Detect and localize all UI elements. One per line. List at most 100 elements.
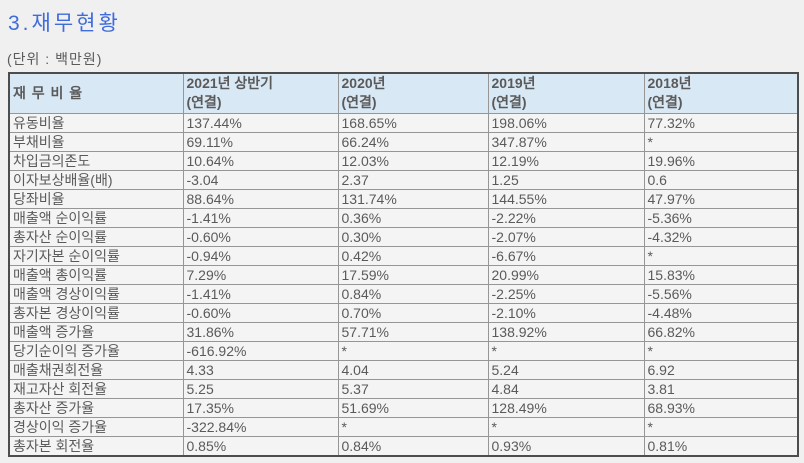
row-value: -1.41% — [182, 283, 339, 304]
row-value: -0.60% — [182, 226, 339, 247]
row-value: -0.94% — [182, 245, 339, 266]
row-value: 15.83% — [643, 264, 799, 285]
row-value: 17.59% — [337, 264, 489, 285]
table-row: 총자산 증가율 17.35% 51.69% 128.49% 68.93% — [8, 397, 799, 418]
table-row: 매출액 증가율 31.86% 57.71% 138.92% 66.82% — [8, 321, 799, 342]
row-value: 144.55% — [487, 188, 645, 209]
table-header: 재 무 비 율 2021년 상반기 (연결) 2020년 (연결) 2019년 … — [8, 72, 799, 114]
row-label: 총자본 경상이익률 — [8, 302, 184, 323]
table-body: 유동비율 137.44% 168.65% 198.06% 77.32% 부채비율 69.11… — [8, 112, 799, 456]
row-label: 총자본 회전율 — [8, 435, 184, 456]
row-value: 0.30% — [337, 226, 489, 247]
table-row: 차입금의존도 10.64% 12.03% 12.19% 19.96% — [8, 150, 799, 171]
col-header-consolidated: (연결) — [491, 94, 527, 110]
row-value: 0.84% — [337, 435, 489, 456]
row-label: 재고자산 회전율 — [8, 378, 184, 399]
col-header-year: 2020년 — [341, 75, 386, 91]
row-label: 매출액 총이익률 — [8, 264, 184, 285]
row-value: * — [337, 416, 489, 437]
row-label: 매출액 증가율 — [8, 321, 184, 342]
row-value: 66.24% — [337, 131, 489, 152]
row-value: 0.93% — [487, 435, 645, 456]
row-value: 0.84% — [337, 283, 489, 304]
row-value: 31.86% — [182, 321, 339, 342]
row-label: 매출액 경상이익률 — [8, 283, 184, 304]
col-header-consolidated: (연결) — [186, 94, 222, 110]
table-row: 매출채권회전율 4.33 4.04 5.24 6.92 — [8, 359, 799, 380]
row-value: 198.06% — [487, 112, 645, 133]
col-header-year: 2018년 — [647, 75, 692, 91]
row-value: 57.71% — [337, 321, 489, 342]
col-header-consolidated: (연결) — [647, 94, 683, 110]
row-value: * — [337, 340, 489, 361]
row-value: 0.81% — [643, 435, 799, 456]
row-label: 부채비율 — [8, 131, 184, 152]
row-value: 347.87% — [487, 131, 645, 152]
page-title: 3.재무현황 — [8, 12, 121, 35]
row-value: 20.99% — [487, 264, 645, 285]
table-header-row: 재 무 비 율 2021년 상반기 (연결) 2020년 (연결) 2019년 … — [8, 72, 799, 114]
row-value: 19.96% — [643, 150, 799, 171]
row-value: 3.81 — [643, 378, 799, 399]
row-value: -2.07% — [487, 226, 645, 247]
row-value: 6.92 — [643, 359, 799, 380]
row-value: 0.70% — [337, 302, 489, 323]
row-value: * — [487, 340, 645, 361]
table-row: 당기순이익 증가율 -616.92% * * * — [8, 340, 799, 361]
row-value: 68.93% — [643, 397, 799, 418]
row-value: 0.42% — [337, 245, 489, 266]
row-value: 1.25 — [487, 169, 645, 190]
row-value: 0.36% — [337, 207, 489, 228]
row-label: 매출채권회전율 — [8, 359, 184, 380]
row-value: 7.29% — [182, 264, 339, 285]
row-label: 유동비율 — [8, 112, 184, 133]
row-value: 5.24 — [487, 359, 645, 380]
row-value: -4.48% — [643, 302, 799, 323]
table-row: 총자산 순이익률 -0.60% 0.30% -2.07% -4.32% — [8, 226, 799, 247]
row-value: 51.69% — [337, 397, 489, 418]
table-row: 매출액 경상이익률 -1.41% 0.84% -2.25% -5.56% — [8, 283, 799, 304]
row-value: -616.92% — [182, 340, 339, 361]
table-row: 자기자본 순이익률 -0.94% 0.42% -6.67% * — [8, 245, 799, 266]
row-value: 4.84 — [487, 378, 645, 399]
col-header-ratio: 재 무 비 율 — [8, 72, 184, 114]
row-value: 138.92% — [487, 321, 645, 342]
row-value: * — [487, 416, 645, 437]
row-value: 77.32% — [643, 112, 799, 133]
row-value: -3.04 — [182, 169, 339, 190]
table-row: 재고자산 회전율 5.25 5.37 4.84 3.81 — [8, 378, 799, 399]
row-label: 매출액 순이익률 — [8, 207, 184, 228]
row-value: 47.97% — [643, 188, 799, 209]
row-value: 17.35% — [182, 397, 339, 418]
row-label: 당좌비율 — [8, 188, 184, 209]
row-value: -1.41% — [182, 207, 339, 228]
row-value: 88.64% — [182, 188, 339, 209]
row-value: -5.36% — [643, 207, 799, 228]
row-value: 12.19% — [487, 150, 645, 171]
row-value: * — [643, 340, 799, 361]
row-value: -2.10% — [487, 302, 645, 323]
row-value: 5.37 — [337, 378, 489, 399]
row-label: 차입금의존도 — [8, 150, 184, 171]
col-header-consolidated: (연결) — [341, 94, 377, 110]
row-label: 자기자본 순이익률 — [8, 245, 184, 266]
unit-label: (단위 : 백만원) — [7, 51, 103, 67]
row-label: 총자산 순이익률 — [8, 226, 184, 247]
table-row: 경상이익 증가율 -322.84% * * * — [8, 416, 799, 437]
row-value: 5.25 — [182, 378, 339, 399]
row-value: -4.32% — [643, 226, 799, 247]
row-label: 총자산 증가율 — [8, 397, 184, 418]
row-value: 66.82% — [643, 321, 799, 342]
table-row: 유동비율 137.44% 168.65% 198.06% 77.32% — [8, 112, 799, 133]
row-value: 0.85% — [182, 435, 339, 456]
row-label: 이자보상배율(배) — [8, 169, 184, 190]
col-header-2020: 2020년 (연결) — [337, 72, 489, 114]
row-value: 131.74% — [337, 188, 489, 209]
table-row: 총자본 회전율 0.85% 0.84% 0.93% 0.81% — [8, 435, 799, 456]
col-header-year: 2019년 — [491, 75, 536, 91]
row-value: 137.44% — [182, 112, 339, 133]
row-value: * — [643, 245, 799, 266]
row-value: -2.25% — [487, 283, 645, 304]
row-value: 69.11% — [182, 131, 339, 152]
